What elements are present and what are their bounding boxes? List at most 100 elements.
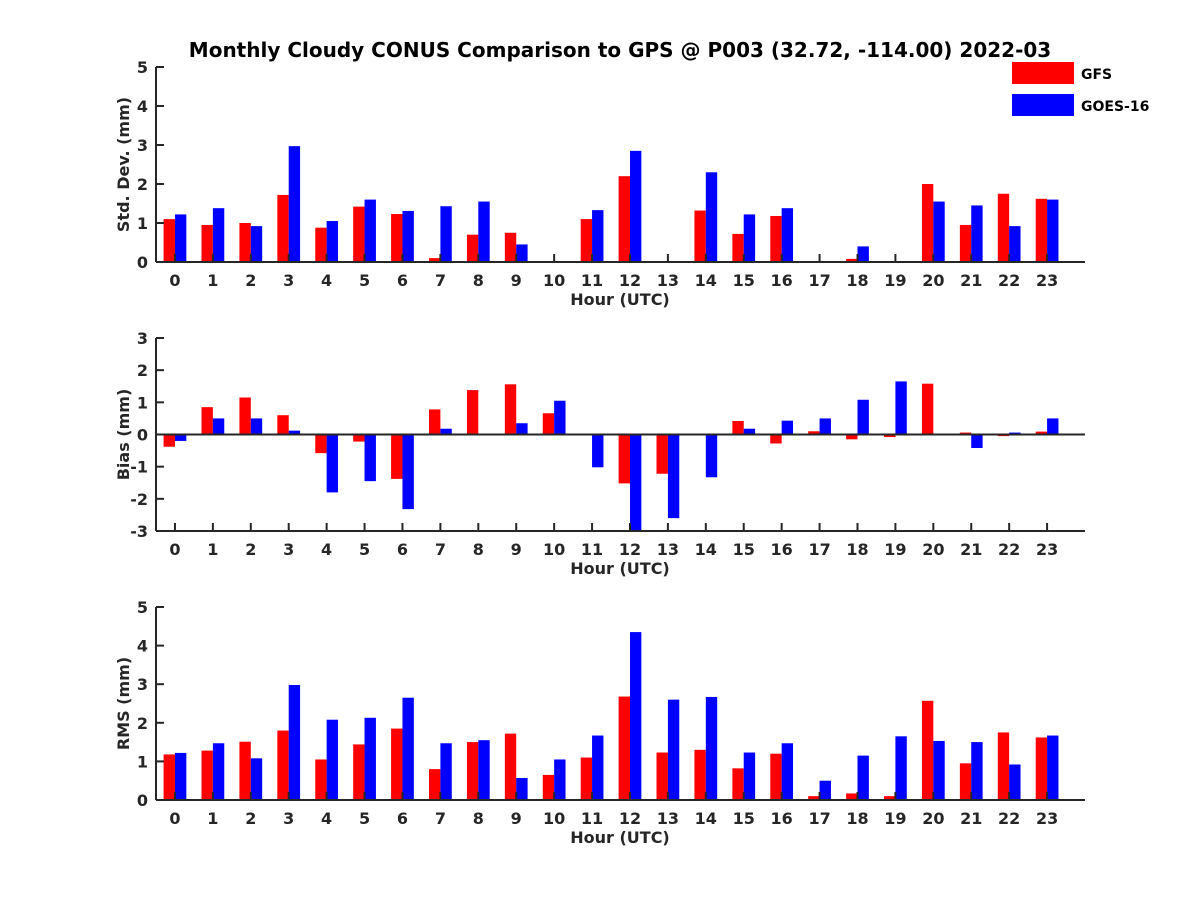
std-dev-bar-goes16-hour-16 [781, 208, 794, 262]
rms-bar-gfs-hour-21 [959, 763, 972, 800]
bias-bar-goes16-hour-11 [592, 434, 604, 468]
rms-x-tick-label: 5 [359, 809, 370, 828]
std-dev-x-tick-label: 5 [359, 271, 370, 290]
std-dev-x-tick-label: 8 [473, 271, 484, 290]
bias-y-tick-label: 2 [137, 361, 148, 380]
rms-bar-gfs-hour-12 [618, 696, 630, 800]
std-dev-bar-goes16-hour-18 [857, 246, 869, 262]
std-dev-bar-gfs-hour-20 [921, 184, 934, 262]
rms-bar-goes16-hour-3 [288, 684, 301, 800]
bias-x-tick-label: 6 [397, 540, 408, 559]
rms-bar-gfs-hour-6 [391, 728, 403, 800]
bias-bar-goes16-hour-4 [326, 434, 339, 493]
std-dev-bar-goes16-hour-12 [629, 150, 642, 262]
bias-bar-goes16-hour-17 [819, 418, 831, 435]
std-dev-x-tick-label: 4 [321, 271, 332, 290]
bias-bar-goes16-hour-19 [895, 381, 907, 435]
rms-bar-gfs-hour-7 [429, 769, 441, 800]
std-dev-bar-gfs-hour-5 [353, 206, 365, 262]
rms-y-axis-label: RMS (mm) [114, 657, 133, 750]
rms-bar-gfs-hour-17 [808, 796, 820, 800]
rms-x-tick-label: 15 [733, 809, 755, 828]
bias-bar-gfs-hour-5 [353, 434, 365, 442]
rms-bar-goes16-hour-11 [592, 735, 604, 800]
rms-bar-gfs-hour-23 [1035, 737, 1048, 800]
rms-bar-goes16-hour-7 [440, 743, 452, 800]
bias-bar-gfs-hour-4 [315, 434, 327, 454]
bias-bar-gfs-hour-9 [504, 384, 517, 435]
std-dev-x-tick-label: 16 [771, 271, 793, 290]
rms-bar-gfs-hour-1 [201, 750, 213, 800]
rms-bar-gfs-hour-9 [504, 733, 517, 800]
std-dev-x-tick-label: 15 [733, 271, 755, 290]
rms-x-tick-label: 14 [695, 809, 717, 828]
rms-bar-gfs-hour-22 [997, 732, 1010, 800]
rms-x-tick-label: 2 [245, 809, 256, 828]
rms-x-tick-label: 7 [435, 809, 446, 828]
std-dev-bar-goes16-hour-3 [288, 146, 301, 262]
std-dev-x-axis-label: Hour (UTC) [570, 290, 670, 309]
bias-x-tick-label: 15 [733, 540, 755, 559]
rms-x-tick-label: 10 [543, 809, 565, 828]
std-dev-bar-gfs-hour-15 [732, 233, 744, 262]
rms-bar-goes16-hour-20 [933, 740, 945, 800]
std-dev-x-tick-label: 10 [543, 271, 565, 290]
bias-x-tick-label: 22 [998, 540, 1020, 559]
std-dev-bar-goes16-hour-6 [402, 210, 414, 262]
std-dev-y-tick-label: 4 [137, 97, 148, 116]
bias-bar-goes16-hour-18 [857, 399, 869, 435]
bias-bar-gfs-hour-18 [846, 434, 858, 440]
rms-bar-goes16-hour-15 [743, 752, 756, 800]
rms-x-tick-label: 1 [207, 809, 218, 828]
bias-bar-goes16-hour-13 [667, 434, 680, 519]
std-dev-bar-gfs-hour-18 [846, 258, 858, 262]
rms-x-tick-label: 22 [998, 809, 1020, 828]
bias-bar-goes16-hour-21 [971, 434, 983, 449]
rms-x-tick-label: 3 [283, 809, 294, 828]
rms-y-tick-label: 0 [137, 791, 148, 810]
std-dev-x-tick-label: 11 [581, 271, 603, 290]
std-dev-bar-goes16-hour-11 [592, 210, 604, 262]
bias-bar-goes16-hour-3 [288, 430, 301, 435]
rms-x-tick-label: 23 [1036, 809, 1058, 828]
rms-bar-goes16-hour-6 [402, 697, 414, 800]
rms-x-tick-label: 6 [397, 809, 408, 828]
bias-y-tick-label: -3 [130, 522, 148, 541]
std-dev-y-tick-label: 5 [137, 58, 148, 77]
rms-bar-gfs-hour-19 [884, 796, 896, 800]
std-dev-x-tick-label: 19 [884, 271, 906, 290]
rms-bar-goes16-hour-9 [516, 778, 528, 800]
bias-bar-gfs-hour-7 [429, 409, 441, 435]
rms-x-tick-label: 20 [922, 809, 944, 828]
bias-x-tick-label: 2 [245, 540, 256, 559]
std-dev-bar-gfs-hour-6 [391, 214, 403, 262]
bias-bar-gfs-hour-8 [466, 390, 479, 435]
bias-y-tick-label: 3 [137, 329, 148, 348]
rms-x-tick-label: 8 [473, 809, 484, 828]
legend-swatch-goes16 [1012, 94, 1074, 116]
std-dev-x-tick-label: 3 [283, 271, 294, 290]
bias-y-tick-label: 1 [137, 393, 148, 412]
bias-x-tick-label: 3 [283, 540, 294, 559]
rms-bar-goes16-hour-23 [1047, 735, 1059, 800]
std-dev-x-tick-label: 6 [397, 271, 408, 290]
std-dev-y-tick-label: 0 [137, 253, 148, 272]
std-dev-bar-goes16-hour-4 [326, 221, 339, 262]
rms-bar-goes16-hour-22 [1009, 764, 1021, 800]
bias-bar-gfs-hour-2 [239, 397, 251, 435]
std-dev-x-tick-label: 18 [846, 271, 868, 290]
std-dev-bar-gfs-hour-1 [201, 224, 213, 262]
std-dev-y-tick-label: 1 [137, 214, 148, 233]
bias-bar-goes16-hour-10 [554, 400, 566, 435]
std-dev-bar-goes16-hour-15 [743, 214, 756, 262]
rms-bar-gfs-hour-13 [656, 752, 668, 800]
std-dev-x-tick-label: 12 [619, 271, 641, 290]
bias-bar-gfs-hour-20 [921, 383, 934, 435]
bias-y-tick-label: 0 [137, 426, 148, 445]
std-dev-bar-gfs-hour-23 [1035, 198, 1048, 262]
std-dev-bar-gfs-hour-2 [239, 223, 251, 262]
rms-bar-gfs-hour-5 [353, 744, 365, 800]
std-dev-y-tick-label: 2 [137, 175, 148, 194]
std-dev-bar-goes16-hour-21 [971, 205, 983, 262]
